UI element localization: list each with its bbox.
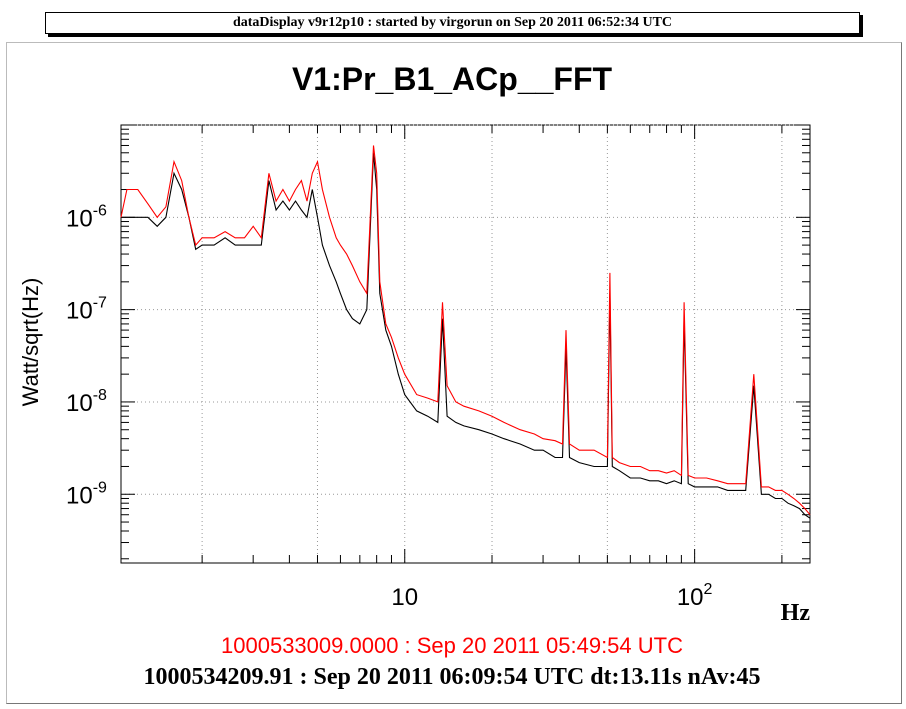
legend-red-run: 1000533009.0000 : Sep 20 2011 05:49:54 U… (221, 633, 683, 658)
app-banner: dataDisplay v9r12p10 : started by virgor… (45, 12, 860, 34)
y-tick-label: 10-6 (66, 202, 107, 232)
legend-black-run: 1000534209.91 : Sep 20 2011 06:09:54 UTC… (144, 664, 761, 690)
series-line (121, 152, 811, 519)
x-axis-label: Hz (781, 600, 811, 626)
y-axis-label: Watt/sqrt(Hz) (18, 278, 43, 407)
tick-labels: 10 102 10-6 10-7 10-8 10-9 (66, 202, 713, 611)
series-group (120, 145, 811, 519)
y-tick-label: 10-8 (66, 387, 107, 417)
y-tick-label: 10-7 (66, 295, 107, 325)
x-tick-label: 10 (391, 584, 418, 611)
axis-ticks (121, 124, 810, 563)
x-tick-label: 102 (677, 581, 713, 611)
y-tick-label: 10-9 (66, 479, 107, 509)
series-line (120, 145, 811, 516)
chart-title: V1:Pr_B1_ACp__FFT (292, 61, 613, 97)
grid (121, 124, 810, 563)
canvas-frame (6, 42, 902, 704)
plot-area (120, 124, 811, 564)
